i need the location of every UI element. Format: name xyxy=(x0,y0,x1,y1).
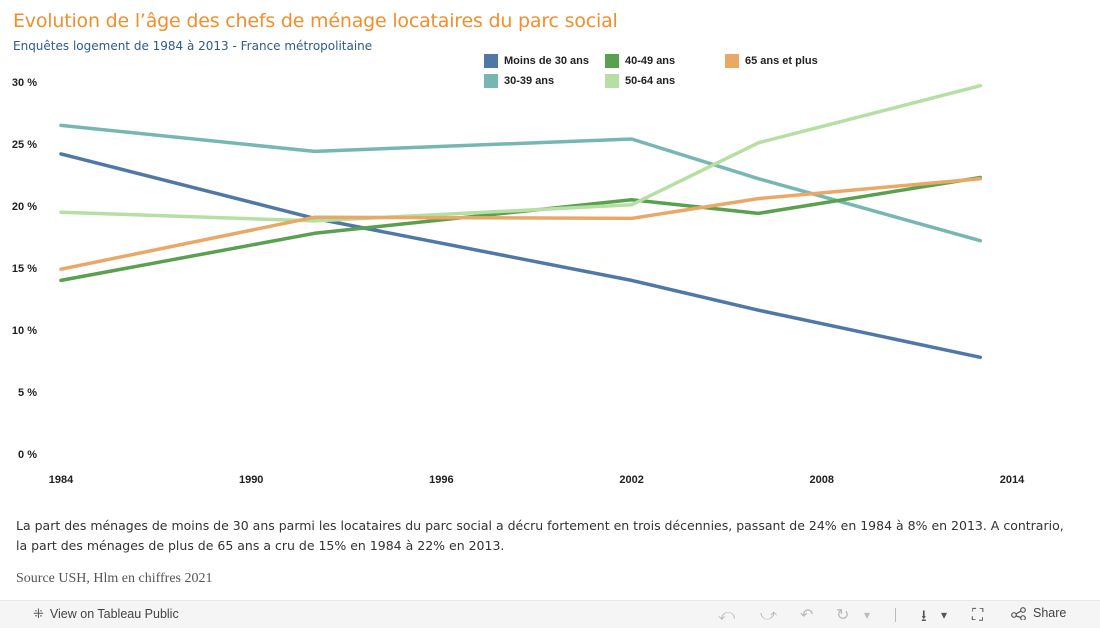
download-dropdown-icon[interactable]: ▾ xyxy=(941,608,948,622)
y-tick-label: 5 % xyxy=(18,387,37,399)
y-axis: 0 % 5 % 10 % 15 % 20 % 25 % 30 % xyxy=(12,77,37,461)
tableau-toolbar: ⁜ View on Tableau Public ⤺ ⤻ ↶ ↻ ▾ ⭳ ▾ ⛶… xyxy=(0,600,1100,628)
y-tick-label: 25 % xyxy=(12,139,37,151)
legend-item-30-39[interactable]: 30-39 ans xyxy=(484,74,554,88)
y-tick-label: 20 % xyxy=(12,201,37,213)
legend-item-moins-30[interactable]: Moins de 30 ans xyxy=(484,54,589,68)
legend-swatch xyxy=(725,54,739,68)
series-lines xyxy=(59,83,983,360)
refresh-icon[interactable]: ↻ xyxy=(836,605,850,624)
y-tick-label: 0 % xyxy=(18,449,37,461)
series-line-40-49-ans[interactable] xyxy=(59,175,983,283)
legend-item-40-49[interactable]: 40-49 ans xyxy=(605,54,675,68)
x-tick-label: 2002 xyxy=(619,474,643,486)
legend-swatch xyxy=(605,54,619,68)
x-axis: 1984 1990 1996 2002 2008 2014 xyxy=(49,474,1025,486)
y-tick-label: 10 % xyxy=(12,325,37,337)
legend-label: 50-64 ans xyxy=(625,75,676,87)
share-label: Share xyxy=(1033,606,1067,620)
legend-item-50-64[interactable]: 50-64 ans xyxy=(605,74,675,88)
x-tick-label: 1990 xyxy=(239,474,263,486)
legend-label: Moins de 30 ans xyxy=(504,55,589,67)
line-chart[interactable]: 0 % 5 % 10 % 15 % 20 % 25 % 30 % 1984 1990 1996 2… xyxy=(0,60,1100,500)
download-icon[interactable]: ⭳ xyxy=(921,606,927,625)
series-line-50-64-ans[interactable] xyxy=(59,83,983,223)
x-tick-label: 1996 xyxy=(429,474,453,486)
redo-icon[interactable]: ⤻ xyxy=(760,605,778,624)
chart-note: La part des ménages de moins de 30 ans p… xyxy=(16,518,1064,553)
toolbar-divider xyxy=(895,608,896,622)
revert-icon[interactable]: ↶ xyxy=(800,605,814,624)
series-line-65-ans-et-plus[interactable] xyxy=(59,176,983,271)
series-line-30-39-ans[interactable] xyxy=(59,123,983,243)
legend-label: 40-49 ans xyxy=(625,55,676,67)
legend-label: 30-39 ans xyxy=(504,75,555,87)
share-icon xyxy=(1011,607,1026,620)
view-on-tableau-public-link[interactable]: ⁜ View on Tableau Public xyxy=(33,606,179,622)
legend-item-65-plus[interactable]: 65 ans et plus xyxy=(725,54,818,68)
legend-label: 65 ans et plus xyxy=(745,55,818,67)
series-line-moins-de-30-ans[interactable] xyxy=(59,152,983,360)
chart-subtitle: Enquêtes logement de 1984 à 2013 - Franc… xyxy=(13,39,373,53)
refresh-dropdown-icon[interactable]: ▾ xyxy=(864,608,871,622)
tableau-logo-icon: ⁜ xyxy=(33,606,44,621)
x-tick-label: 2008 xyxy=(810,474,834,486)
view-link-label: View on Tableau Public xyxy=(49,607,179,621)
x-tick-label: 1984 xyxy=(49,474,74,486)
legend-swatch xyxy=(484,74,498,88)
y-tick-label: 30 % xyxy=(12,77,37,89)
chart-title: Evolution de l’âge des chefs de ménage l… xyxy=(13,10,618,32)
legend-swatch xyxy=(605,74,619,88)
undo-icon[interactable]: ⤺ xyxy=(718,605,736,624)
source-text: Source USH, Hlm en chiffres 2021 xyxy=(16,571,213,586)
x-tick-label: 2014 xyxy=(1000,474,1025,486)
y-tick-label: 15 % xyxy=(12,263,37,275)
legend-swatch xyxy=(484,54,498,68)
legend: Moins de 30 ans 40-49 ans 65 ans et plus… xyxy=(484,54,844,94)
fullscreen-icon[interactable]: ⛶ xyxy=(972,605,984,624)
share-button[interactable]: Share xyxy=(1011,606,1066,620)
